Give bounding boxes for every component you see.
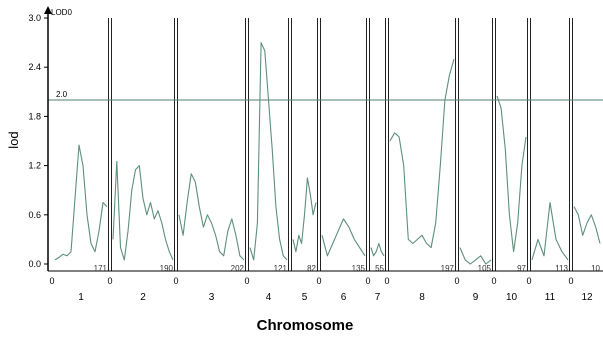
lod-curve-chr-6 <box>321 218 366 257</box>
chromosome-label: 3 <box>209 292 215 303</box>
marker-count-label: 113 <box>555 264 568 273</box>
chromosome-start-label: 0 <box>568 276 573 286</box>
lod-curve-chr-5 <box>292 177 317 253</box>
chromosome-label: 7 <box>375 292 381 303</box>
y-tick-label: 0.6 <box>28 210 41 220</box>
marker-count-label: 202 <box>231 264 245 273</box>
x-axis-title: Chromosome <box>257 317 354 334</box>
lod-curve-chr-7 <box>370 242 385 257</box>
marker-count-label: 10 <box>591 264 600 273</box>
marker-count-label: 97 <box>517 264 526 273</box>
lod-curve-chr-10 <box>496 95 527 253</box>
lod-curve-chr-8 <box>389 58 455 249</box>
threshold-label: 2.0 <box>56 90 68 99</box>
marker-count-label: 171 <box>94 264 108 273</box>
lod-curve-chr-1 <box>54 144 108 261</box>
lod-curve-chr-4 <box>249 42 288 261</box>
chromosome-label: 10 <box>506 292 518 303</box>
lod-curve-chr-2 <box>112 160 174 261</box>
marker-count-label: 135 <box>352 264 366 273</box>
marker-count-label: 121 <box>274 264 288 273</box>
chromosome-start-label: 0 <box>491 276 496 286</box>
chromosome-label: 8 <box>419 292 425 303</box>
chromosome-start-label: 0 <box>244 276 249 286</box>
chromosome-start-label: 0 <box>316 276 321 286</box>
chromosome-labels: 0117102190032020412158206135075508197091… <box>49 264 600 303</box>
chromosome-label: 4 <box>266 292 272 303</box>
y-tick-label: 3.0 <box>28 13 41 23</box>
chromosome-label: 1 <box>78 292 84 303</box>
marker-count-label: 105 <box>478 264 492 273</box>
chromosome-start-label: 0 <box>526 276 531 286</box>
tick-labels: 0.0 0.6 1.2 1.8 2.4 3.0 <box>28 13 48 269</box>
y-axis-arrow-icon <box>44 6 52 14</box>
chromosome-start-label: 0 <box>173 276 178 286</box>
marker-count-label: 55 <box>375 264 384 273</box>
marker-count-label: 197 <box>441 264 455 273</box>
chromosome-separators <box>108 18 573 271</box>
chromosome-start-label: 0 <box>107 276 112 286</box>
axes <box>44 6 603 272</box>
chromosome-start-label: 0 <box>49 276 54 286</box>
chromosome-label: 2 <box>140 292 146 303</box>
chromosome-start-label: 0 <box>384 276 389 286</box>
y-tick-label: 0.0 <box>28 259 41 269</box>
y-tick-label: 1.2 <box>28 161 41 171</box>
y-axis-title: lod <box>6 131 21 148</box>
chromosome-label: 12 <box>581 292 593 303</box>
lod-curve-chr-3 <box>178 173 245 261</box>
marker-count-label: 190 <box>160 264 174 273</box>
y-tick-label: 2.4 <box>28 62 41 72</box>
marker-count-label: 82 <box>307 264 316 273</box>
chromosome-label: 9 <box>473 292 479 303</box>
lod-curve-chr-9 <box>459 247 492 265</box>
lod-curve-chr-12 <box>573 206 601 244</box>
y-tick-label: 1.8 <box>28 111 41 121</box>
chromosome-start-label: 0 <box>365 276 370 286</box>
series-tag: LOD0 <box>51 8 72 17</box>
lod-curves <box>48 42 603 265</box>
chromosome-label: 5 <box>302 292 308 303</box>
chromosome-label: 6 <box>341 292 347 303</box>
lod-curve-chr-11 <box>531 201 569 261</box>
chromosome-start-label: 0 <box>454 276 459 286</box>
chromosome-label: 11 <box>545 292 556 303</box>
